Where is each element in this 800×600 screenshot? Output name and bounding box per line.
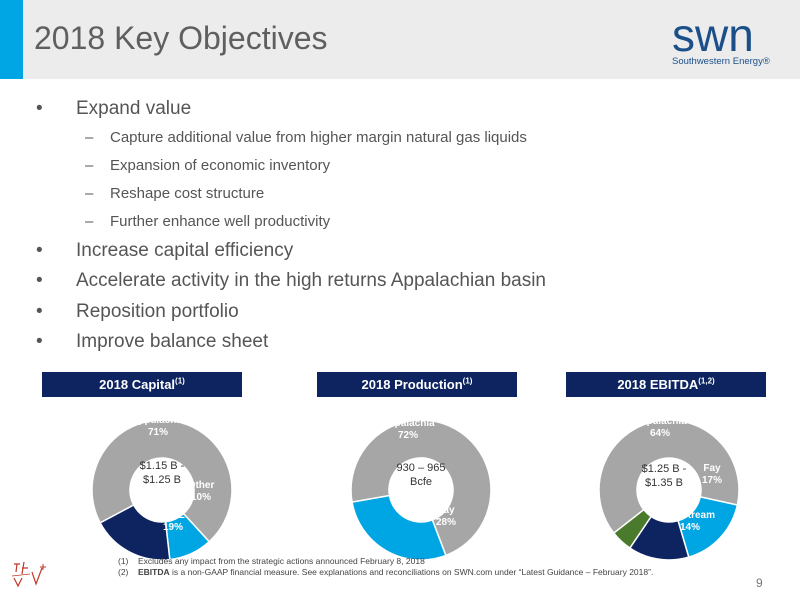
label-name: Other <box>187 480 215 491</box>
bullet-icon: • <box>36 331 43 352</box>
label-value: 19% <box>162 522 183 533</box>
ebitda-fay-label: Fay 17% <box>702 463 722 487</box>
production-slice-fay <box>351 494 447 561</box>
label-value: 72% <box>397 430 419 441</box>
title-accent <box>0 0 23 79</box>
capital-panel-title: 2018 Capital <box>99 377 176 392</box>
bullet-text: Improve balance sheet <box>76 331 269 352</box>
label-value: 71% <box>147 427 169 438</box>
footnote-2: (2) EBITDA is a non-GAAP financial measu… <box>118 567 653 578</box>
label-value: 28% <box>435 517 457 528</box>
ebitda-slice-appalachia <box>598 419 740 535</box>
capital-slice-appalachia <box>91 419 233 543</box>
ebitda-midstream-label: Midstream 14% <box>665 510 715 534</box>
label-value: 17% <box>701 475 723 486</box>
label-name: Fay <box>703 463 721 474</box>
capital-other-label: Other 10% <box>188 480 215 504</box>
bullet-icon: • <box>36 98 43 119</box>
footnotes: (1) Excludes any impact from the strateg… <box>118 556 653 578</box>
capital-donut-chart <box>91 419 233 561</box>
dash-icon: – <box>85 185 94 202</box>
capital-appalachia-label: Appalachia 71% <box>131 415 184 439</box>
sub-bullet-text: Capture additional value from higher mar… <box>110 129 527 146</box>
dash-icon: – <box>85 157 94 174</box>
dash-icon: – <box>85 129 94 146</box>
label-name: Fay <box>437 505 455 516</box>
bullet-icon: • <box>36 301 43 322</box>
sub-bullet-text: Expansion of economic inventory <box>110 157 331 174</box>
center-line: $1.25 B <box>143 474 181 486</box>
capital-cie-label: CI&E 19% <box>161 510 185 534</box>
bullet-text: Reposition portfolio <box>76 301 239 322</box>
footnote-bold: EBITDA <box>138 567 170 577</box>
ebitda-donut-chart <box>598 419 740 561</box>
page-number: 9 <box>756 576 763 590</box>
logo-subtitle: Southwestern Energy® <box>672 56 770 67</box>
bullet-text: Accelerate activity in the high returns … <box>76 270 546 291</box>
bullet-text: Expand value <box>76 98 192 119</box>
label-name: Appalachia <box>131 415 185 426</box>
page-title: 2018 Key Objectives <box>34 20 328 56</box>
ebitda-panel-footnote-ref: (1,2) <box>698 376 715 386</box>
dash-icon: – <box>85 213 94 230</box>
footnote-number: (1) <box>118 556 129 566</box>
label-value: 10% <box>190 492 212 503</box>
signature-mark <box>11 561 46 588</box>
center-line: 930 – 965 <box>396 462 446 474</box>
sub-bullet-text: Further enhance well productivity <box>110 213 331 230</box>
logo-text: swn <box>672 9 754 61</box>
sub-bullet-text: Reshape cost structure <box>110 185 265 202</box>
capital-panel-header: 2018 Capital(1) <box>42 372 242 397</box>
production-appalachia-label: Appalachia 72% <box>381 418 434 442</box>
footnote-text: EBITDA is a non-GAAP financial measure. … <box>138 567 653 577</box>
label-name: Appalachia <box>381 418 435 429</box>
center-line: $1.35 B <box>645 477 683 489</box>
production-panel-header: 2018 Production(1) <box>317 372 517 397</box>
footnote-text-rest: is a non-GAAP financial measure. See exp… <box>169 567 654 577</box>
swn-logo: swn Southwestern Energy® <box>668 9 778 70</box>
title-bar: 2018 Key Objectives swn Southwestern Ene… <box>0 0 800 79</box>
bullet-text: Increase capital efficiency <box>76 240 294 261</box>
ebitda-panel-title: 2018 EBITDA <box>617 377 699 392</box>
bullet-icon: • <box>36 270 43 291</box>
footnote-number: (2) <box>118 567 129 577</box>
center-line: $1.15 B - <box>139 460 185 472</box>
production-fay-label: Fay 28% <box>436 505 456 529</box>
center-line: $1.25 B - <box>641 463 687 475</box>
label-value: 14% <box>679 522 701 533</box>
capital-slice-ci-e <box>99 504 171 561</box>
footnote-text: Excludes any impact from the strategic a… <box>138 556 425 566</box>
center-line: Bcfe <box>409 476 432 488</box>
bullet-icon: • <box>36 240 43 261</box>
production-panel-title: 2018 Production <box>361 377 463 392</box>
label-name: Appalachia <box>633 416 687 427</box>
label-name: Midstream <box>664 510 716 521</box>
ebitda-appalachia-label: Appalachia 64% <box>633 416 686 440</box>
ebitda-panel-header: 2018 EBITDA(1,2) <box>566 372 766 397</box>
production-center-label: 930 – 965 Bcfe <box>391 461 451 489</box>
label-value: 64% <box>649 428 671 439</box>
ebitda-center-label: $1.25 B - $1.35 B <box>634 462 694 490</box>
production-donut-chart <box>350 419 492 561</box>
footnote-1: (1) Excludes any impact from the strateg… <box>118 556 633 567</box>
label-name: CI&E <box>161 510 185 521</box>
production-slice-appalachia <box>350 419 492 557</box>
capital-center-label: $1.15 B - $1.25 B <box>132 459 192 487</box>
capital-panel-footnote-ref: (1) <box>175 376 185 386</box>
ebitda-slice-other <box>612 508 653 550</box>
production-panel-footnote-ref: (1) <box>462 376 473 386</box>
